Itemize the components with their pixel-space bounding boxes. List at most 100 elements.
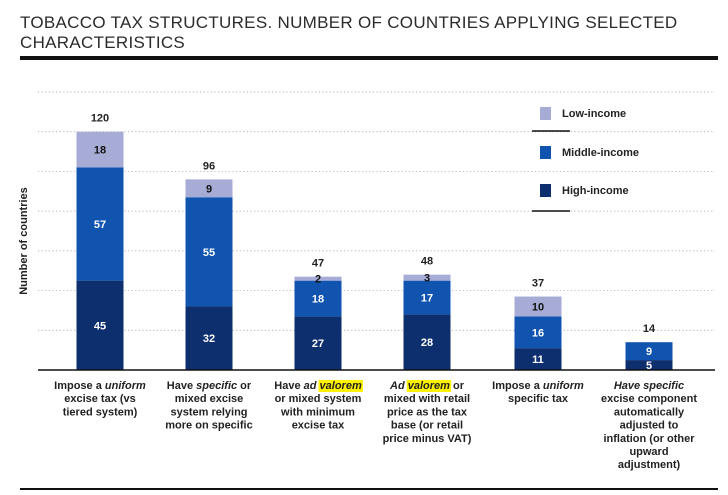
bar-value-label: 27 [312, 338, 324, 350]
category-label: excise component [601, 393, 697, 405]
category-label-run: automatically [614, 406, 685, 418]
bar-segment-high [403, 314, 451, 370]
category-label-run: Impose a [492, 380, 543, 392]
category-label-run: uniform [543, 380, 584, 392]
bar-value-label: 55 [203, 247, 215, 259]
category-label-run: excise component [601, 393, 697, 405]
bar-value-label: 5 [646, 360, 652, 372]
bar-total-label: 96 [203, 160, 215, 172]
bar-segment-low [294, 276, 342, 281]
category-label: mixed excise [175, 393, 244, 405]
category-label: excise tax [292, 420, 345, 432]
category-label: mixed with retail [384, 393, 470, 405]
highlight-marker [318, 380, 363, 392]
bar-total-label: 37 [532, 278, 544, 290]
category-label-run: adjustment) [618, 459, 681, 471]
category-label-run: Have [274, 380, 303, 392]
category-label: more on specific [165, 420, 252, 432]
category-label: Impose a uniform [492, 380, 584, 392]
bar-segment-middle [294, 280, 342, 317]
bar-value-label: 9 [646, 346, 652, 358]
bar-value-label: 45 [94, 320, 106, 332]
category-label-run: uniform [105, 380, 146, 392]
legend-swatch-high [540, 184, 551, 197]
y-axis-label: Number of countries [18, 187, 30, 295]
category-label-run: system relying [170, 406, 247, 418]
legend-label: Middle-income [562, 147, 639, 159]
bar-segment-middle [185, 197, 233, 307]
bar-segment-middle [625, 342, 673, 361]
bar-segment-low [185, 179, 233, 198]
category-label: Impose a uniform [54, 380, 146, 392]
category-label-run: mixed excise [175, 393, 244, 405]
legend-swatch-middle [540, 146, 551, 159]
category-label-run: excise tax [292, 420, 345, 432]
category-label-run: price minus VAT) [383, 433, 472, 445]
category-label-run: inflation (or other [603, 433, 695, 445]
category-label-run: specific [196, 380, 237, 392]
bar-value-label: 18 [94, 145, 106, 157]
category-label: base (or retail [391, 420, 463, 432]
category-label-run: tiered system) [63, 406, 138, 418]
chart-title: TOBACCO TAX STRUCTURES. NUMBER OF COUNTR… [20, 13, 678, 52]
category-label: with minimum [280, 406, 355, 418]
category-label: or mixed system [275, 393, 362, 405]
category-label: specific tax [508, 393, 569, 405]
bar-value-label: 11 [532, 354, 544, 366]
highlighted-term: valorem [408, 380, 450, 392]
legend-label: High-income [562, 185, 629, 197]
bar-value-label: 28 [421, 337, 433, 349]
category-label-run: specific tax [508, 393, 569, 405]
bar-segment-high [76, 280, 124, 370]
bar-segment-high [185, 306, 233, 370]
category-label: Have specific or [167, 380, 252, 392]
category-label-run: more on specific [165, 420, 252, 432]
category-label-run: or mixed system [275, 393, 362, 405]
bar-segment-high [514, 348, 562, 370]
category-label: price as the tax [387, 406, 468, 418]
category-label: Have specific [614, 380, 684, 392]
bar-total-label: 14 [643, 323, 656, 335]
category-label: system relying [170, 406, 247, 418]
legend-swatch-low [540, 107, 551, 120]
category-label-run: with minimum [280, 406, 355, 418]
bar-segment-low [514, 296, 562, 317]
highlight-marker [406, 380, 452, 392]
bar-segment-high [625, 360, 673, 370]
bar-value-label: 17 [421, 293, 433, 305]
category-label-run: price as the tax [387, 406, 468, 418]
bar-segment-high [294, 316, 342, 370]
category-label-run: base (or retail [391, 420, 463, 432]
bar-value-label: 2 [315, 274, 321, 286]
bar-value-label: 32 [203, 333, 215, 345]
bar-segment-middle [514, 316, 562, 349]
bar-value-label: 10 [532, 301, 544, 313]
legend-label: Low-income [562, 108, 626, 120]
category-label-run: upward [629, 446, 668, 458]
category-label: excise tax (vs [64, 393, 136, 405]
bar-segment-low [76, 131, 124, 168]
category-label: Have ad valorem [274, 380, 362, 392]
bar-total-label: 120 [91, 113, 109, 125]
bar-value-label: 18 [312, 294, 324, 306]
category-label: inflation (or other [603, 433, 695, 445]
category-label-run: ad [304, 380, 317, 392]
category-label-run: or [450, 380, 465, 392]
category-label-run: Impose a [54, 380, 105, 392]
bar-value-label: 3 [424, 273, 430, 285]
bar-total-label: 47 [312, 258, 324, 270]
bar-value-label: 57 [94, 219, 106, 231]
bar-segment-middle [403, 280, 451, 315]
bar-segment-low [403, 274, 451, 281]
bar-value-label: 16 [532, 327, 544, 339]
category-label-run: Ad [389, 380, 405, 392]
category-label: adjusted to [620, 420, 679, 432]
category-label: Ad valorem or [389, 380, 465, 392]
bar-total-label: 48 [421, 256, 433, 268]
title-rule [20, 56, 718, 60]
highlighted-term: valorem [320, 380, 362, 392]
category-label: upward [629, 446, 668, 458]
category-label: tiered system) [63, 406, 138, 418]
category-label-run: Have [167, 380, 196, 392]
